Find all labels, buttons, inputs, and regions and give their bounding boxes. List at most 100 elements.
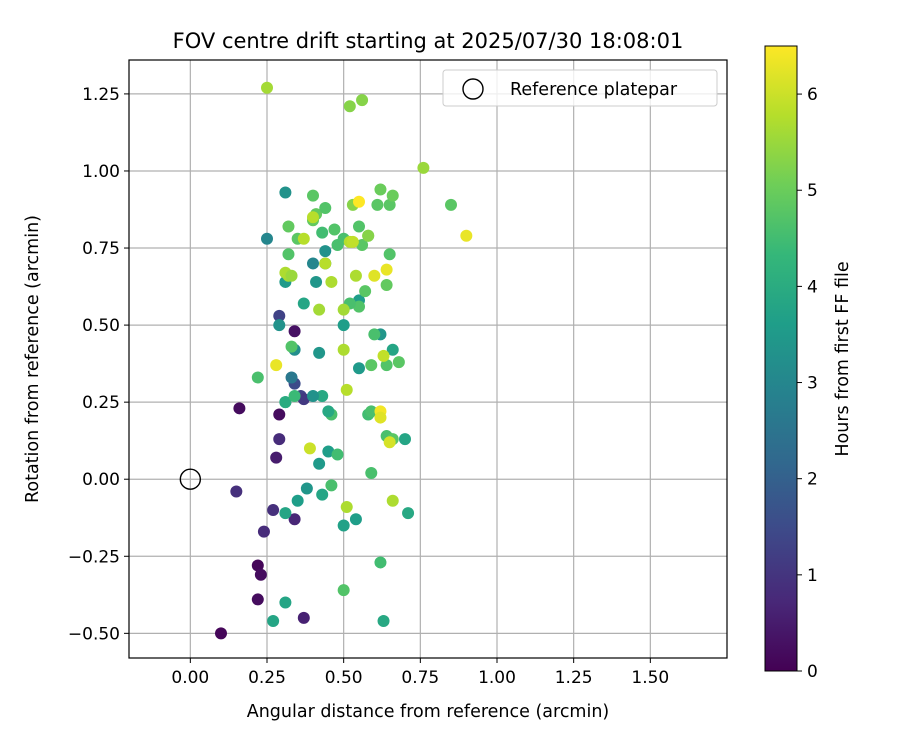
data-point (307, 257, 319, 270)
data-point (380, 279, 393, 292)
y-tick-label: −0.50 (68, 624, 120, 644)
data-point (331, 448, 344, 461)
data-point (380, 263, 393, 276)
data-point (337, 584, 350, 597)
colorbar-tick-label: 6 (807, 85, 818, 105)
data-point (328, 223, 341, 236)
y-tick-label: −0.25 (68, 547, 120, 567)
colorbar-tick-label: 5 (807, 181, 818, 201)
x-axis-label: Angular distance from reference (arcmin) (247, 702, 610, 722)
legend-entry-label: Reference platepar (510, 80, 678, 100)
data-point (340, 500, 353, 513)
y-tick-label: 0.75 (82, 239, 120, 259)
data-point (362, 229, 375, 242)
data-point (316, 488, 329, 501)
data-point (297, 232, 310, 245)
data-point (307, 389, 319, 402)
data-point (402, 507, 415, 520)
chart-title: FOV centre drift starting at 2025/07/30 … (173, 29, 684, 53)
data-point (349, 513, 362, 526)
x-tick-label: 1.00 (478, 668, 516, 688)
plot-area (129, 60, 727, 658)
legend-box (442, 69, 718, 107)
colorbar-ticks: 0 1 2 3 4 5 6 (797, 85, 818, 682)
data-point (282, 220, 295, 233)
data-point (254, 568, 267, 581)
x-tick-label: 0.25 (248, 668, 286, 688)
data-point (365, 359, 378, 372)
data-point (270, 451, 283, 464)
data-point (365, 467, 378, 480)
data-point (322, 405, 335, 418)
data-point (215, 627, 227, 640)
data-point (273, 319, 286, 332)
data-point (346, 235, 359, 248)
x-tick-label: 0.75 (401, 668, 439, 688)
data-point (380, 359, 393, 372)
data-point (417, 161, 430, 174)
colorbar-label: Hours from first FF file (833, 261, 853, 456)
data-point (279, 186, 292, 199)
data-point (251, 371, 264, 384)
data-point (386, 494, 399, 507)
data-point (383, 436, 396, 449)
data-point (353, 220, 365, 233)
reference-platepar-marker (179, 468, 202, 490)
colorbar-tick-label: 4 (807, 277, 818, 297)
data-point (374, 183, 387, 196)
data-point (267, 504, 280, 517)
scatter-points (215, 81, 473, 640)
x-tick-label: 0.50 (325, 668, 363, 688)
data-point (288, 389, 301, 402)
y-tick-label: 1.25 (82, 85, 120, 105)
data-point (261, 232, 273, 245)
data-point (257, 525, 270, 538)
data-point (288, 325, 301, 338)
data-point (374, 556, 387, 569)
data-point (392, 356, 405, 369)
data-point (368, 269, 381, 282)
data-point (340, 383, 353, 396)
data-point (307, 211, 319, 224)
data-point (383, 198, 396, 211)
data-point (374, 411, 387, 424)
data-point (365, 405, 378, 418)
data-point (371, 198, 384, 211)
y-tick-label: 1.00 (82, 162, 120, 182)
data-point (337, 519, 350, 532)
x-tick-label: 1.25 (555, 668, 593, 688)
data-point (288, 513, 301, 526)
data-point (310, 275, 323, 288)
y-axis-label: Rotation from reference (arcmin) (23, 215, 43, 503)
data-point (445, 198, 457, 211)
data-point (307, 189, 319, 202)
data-point (319, 201, 332, 214)
plot-frame (128, 59, 728, 659)
data-point (291, 494, 304, 507)
data-point (386, 189, 399, 202)
data-point (319, 245, 332, 258)
data-point (353, 300, 365, 313)
data-point (233, 402, 246, 415)
data-point (322, 445, 335, 458)
legend-reference-marker (462, 78, 484, 100)
colorbar (764, 45, 798, 672)
data-point (353, 195, 365, 208)
colorbar-tick-label: 0 (807, 662, 818, 682)
data-point (356, 238, 369, 251)
data-point (319, 257, 332, 270)
data-point (279, 507, 292, 520)
data-point (285, 371, 298, 384)
data-point (313, 346, 326, 359)
data-point (325, 275, 338, 288)
data-point (282, 248, 295, 261)
colorbar-tick-label: 3 (807, 374, 818, 394)
data-point (270, 359, 283, 372)
data-point (377, 349, 390, 362)
data-point (251, 593, 264, 606)
data-point (273, 408, 286, 421)
data-point (285, 340, 298, 353)
data-point (353, 362, 365, 375)
data-point (230, 485, 243, 498)
